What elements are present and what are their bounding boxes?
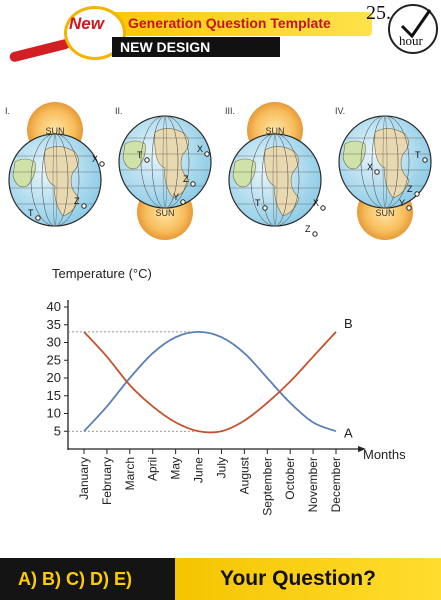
y-tick-label: 25 [47, 352, 61, 367]
title-bar [82, 12, 372, 36]
continent-shape [264, 146, 300, 217]
globe-2: SUN II. T X ZY [115, 106, 212, 240]
marker-label: Z [407, 184, 413, 194]
location-marker-icon [320, 205, 326, 211]
globe-1: SUN I. X Z T [5, 102, 105, 227]
marker-label: T [255, 198, 261, 208]
continent-shape [122, 140, 146, 170]
y-tick-label: 5 [54, 423, 61, 438]
series-line-b [83, 331, 337, 434]
globe-numeral: III. [225, 106, 235, 116]
x-tick-label: April [146, 457, 160, 481]
location-marker-icon [312, 231, 318, 237]
globe-4: SUN IV. X T ZY [335, 106, 432, 240]
x-tick-label: January [77, 457, 91, 500]
x-axis-label: Months [363, 447, 406, 462]
x-tick-label: June [192, 457, 206, 483]
x-tick-label: May [169, 457, 183, 480]
sun-label: SUN [265, 126, 284, 136]
marker-label: Z [183, 174, 189, 184]
checkmark-icon [400, 9, 432, 39]
sun-label: SUN [45, 126, 64, 136]
globe-numeral: I. [5, 106, 10, 116]
location-marker-icon [35, 215, 41, 221]
y-tick-label: 10 [47, 406, 61, 421]
marker-label: T [28, 208, 34, 218]
x-tick-label: October [283, 457, 297, 500]
marker-label: Z [305, 224, 311, 234]
marker-label: X [367, 162, 373, 172]
header-subtitle: NEW DESIGN [120, 39, 211, 55]
clock-number: 25. [366, 2, 391, 24]
sun-label: SUN [375, 208, 394, 218]
y-tick-label: 35 [47, 317, 61, 332]
x-tick-label: November [306, 457, 320, 512]
marker-label: Z [74, 196, 80, 206]
marker-label: X [313, 198, 319, 208]
location-marker-icon [374, 169, 380, 175]
location-marker-icon [422, 157, 428, 163]
new-badge: New [69, 14, 104, 33]
question-bar [175, 558, 441, 600]
y-axis-label: Temperature (°C) [52, 266, 152, 281]
continent-shape [374, 128, 410, 199]
location-marker-icon [406, 205, 412, 211]
x-tick-label: September [260, 457, 274, 516]
x-tick-label: August [237, 456, 251, 494]
header-title: Generation Question Template [128, 15, 331, 31]
series-label-a: A [344, 425, 353, 440]
meridian-line [250, 133, 300, 227]
globe-numeral: II. [115, 106, 123, 116]
clock-icon [388, 4, 438, 54]
sun-label: SUN [155, 208, 174, 218]
continent-shape [342, 140, 366, 170]
location-marker-icon [99, 161, 105, 167]
y-tick-label: 15 [47, 388, 61, 403]
marker-label: Y [173, 192, 179, 202]
marker-label: T [137, 150, 143, 160]
x-tick-label: February [100, 457, 114, 505]
y-tick-label: 40 [47, 299, 61, 314]
continent-shape [44, 146, 80, 217]
location-marker-icon [190, 181, 196, 187]
continent-shape [232, 158, 256, 188]
location-marker-icon [414, 191, 420, 197]
marker-label: T [415, 150, 421, 160]
x-tick-label: December [329, 457, 343, 512]
answer-options: A) B) C) D) E) [18, 569, 132, 589]
location-marker-icon [81, 203, 87, 209]
meridian-line [30, 133, 80, 227]
subtitle-bar [112, 37, 280, 57]
continent-shape [12, 158, 36, 188]
series-label-b: B [344, 316, 353, 331]
y-tick-label: 30 [47, 335, 61, 350]
location-marker-icon [262, 205, 268, 211]
x-axis-arrow-icon [358, 446, 366, 452]
x-tick-label: July [214, 457, 228, 478]
answer-bar [0, 558, 175, 600]
y-tick-label: 20 [47, 370, 61, 385]
location-marker-icon [144, 157, 150, 163]
clock-unit: hour [399, 33, 423, 48]
continent-shape [154, 128, 190, 199]
meridian-line [360, 115, 410, 209]
question-text: Your Question? [220, 567, 376, 590]
globe-numeral: IV. [335, 106, 345, 116]
location-marker-icon [204, 151, 210, 157]
location-marker-icon [180, 199, 186, 205]
marker-label: X [92, 154, 98, 164]
meridian-line [140, 115, 190, 209]
marker-label: Y [399, 198, 405, 208]
series-line-a [83, 330, 337, 433]
temperature-chart: Temperature (°C) Months 5 10 15 20 25 30 35 40 J… [47, 266, 407, 516]
marker-label: X [197, 144, 203, 154]
x-tick-label: March [123, 457, 137, 490]
